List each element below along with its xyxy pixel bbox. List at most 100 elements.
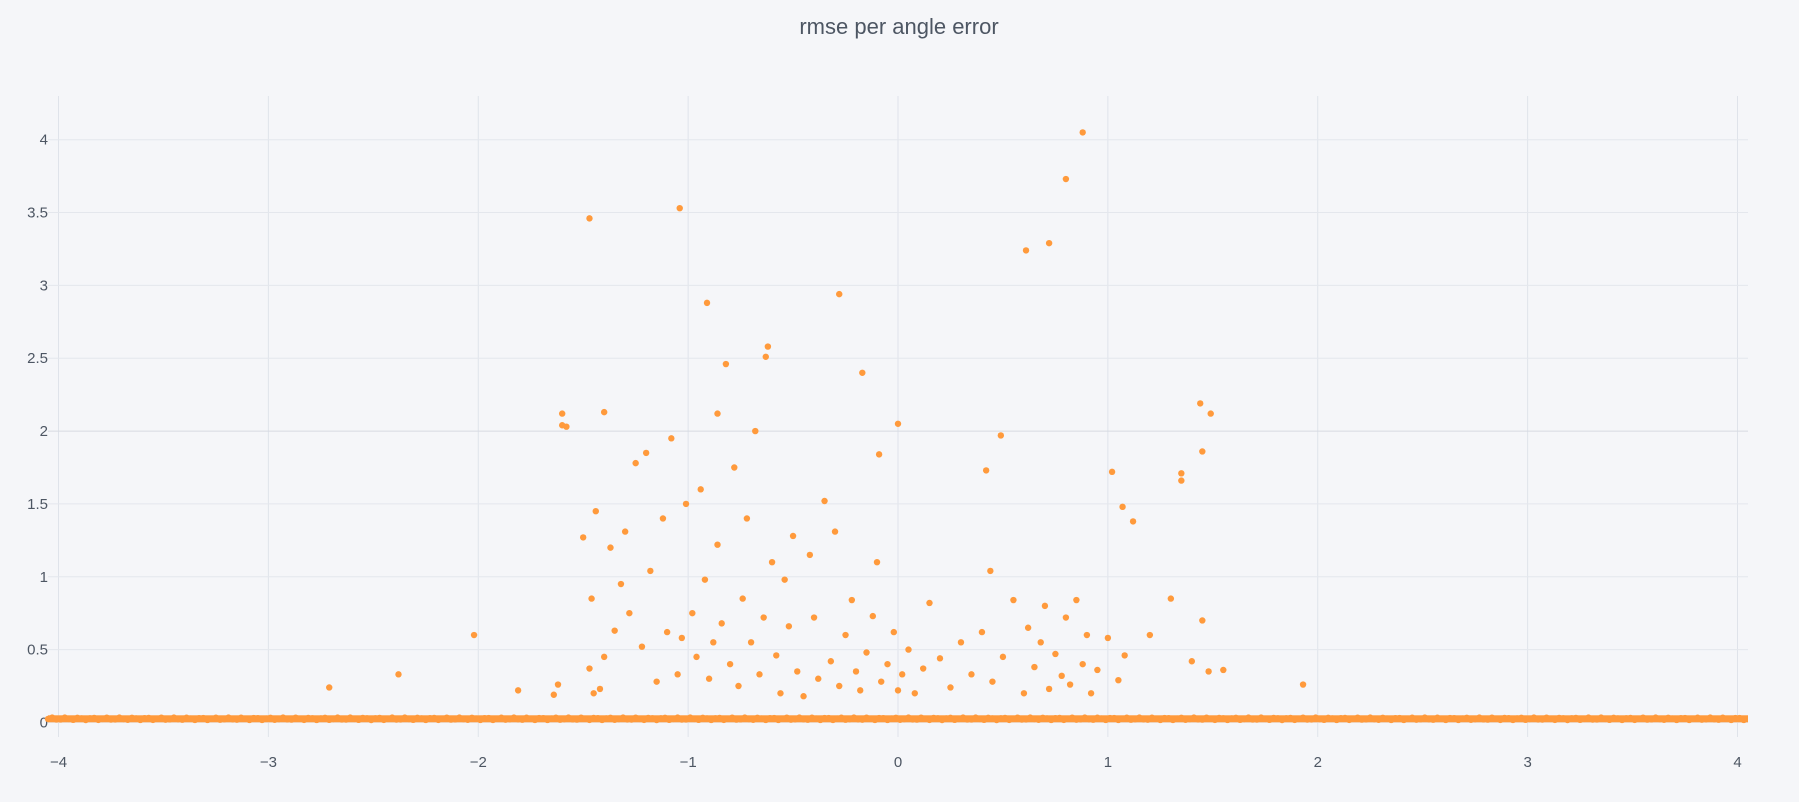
data-point: [596, 685, 604, 693]
data-point: [919, 665, 927, 672]
data-point: [756, 671, 763, 678]
data-point: [588, 595, 595, 602]
data-point: [800, 693, 807, 700]
data-point: [722, 360, 730, 368]
data-point: [1108, 468, 1116, 476]
data-point: [936, 655, 944, 662]
x-tick-label: −3: [260, 754, 277, 771]
data-point: [1087, 690, 1095, 697]
data-point: [586, 215, 593, 222]
data-point: [836, 290, 843, 298]
data-point: [1062, 175, 1070, 183]
data-point: [470, 631, 478, 639]
x-tick-label: −2: [470, 754, 487, 771]
chart-title: rmse per angle error: [799, 14, 998, 39]
data-point: [747, 639, 755, 646]
y-tick-label: 1.5: [27, 496, 48, 513]
data-point: [781, 576, 788, 583]
data-point: [1041, 602, 1049, 610]
data-point: [764, 343, 772, 350]
x-tick-label: 1: [1104, 754, 1112, 771]
data-point: [1066, 681, 1074, 688]
y-tick-label: 2.5: [27, 350, 48, 367]
data-point: [1024, 624, 1032, 631]
y-tick-label: 3.5: [27, 205, 48, 222]
data-point: [1167, 595, 1175, 602]
data-point: [821, 497, 828, 505]
data-point: [1022, 247, 1030, 254]
data-point: [810, 614, 818, 621]
y-tick-label: 4: [40, 132, 48, 149]
data-point: [1146, 631, 1154, 639]
data-point: [1188, 658, 1196, 665]
data-point: [898, 671, 906, 678]
data-point: [1031, 663, 1038, 671]
data-point: [926, 599, 933, 607]
data-point: [762, 353, 769, 360]
data-point: [1045, 685, 1053, 693]
data-point: [689, 609, 696, 617]
y-tick-label: 1: [40, 569, 48, 586]
data-point: [773, 652, 780, 659]
data-point: [592, 507, 599, 515]
data-point: [894, 420, 902, 427]
data-point: [1115, 676, 1122, 684]
data-point: [693, 653, 700, 661]
data-point: [978, 628, 986, 636]
data-point: [735, 682, 742, 690]
data-point: [600, 408, 608, 416]
data-point: [859, 369, 866, 376]
data-point: [638, 643, 646, 650]
data-point: [863, 649, 870, 656]
data-point: [878, 678, 885, 685]
data-point: [642, 449, 650, 457]
data-point: [1199, 448, 1206, 455]
data-point: [794, 668, 801, 675]
data-point: [982, 467, 990, 474]
data-point: [558, 422, 566, 429]
data-point: [678, 634, 686, 642]
data-point: [621, 528, 629, 535]
y-tick-label: 3: [40, 277, 48, 294]
data-point: [1079, 660, 1086, 668]
data-point: [875, 451, 883, 458]
data-point: [911, 690, 918, 697]
data-point: [1178, 470, 1185, 477]
data-point: [514, 687, 522, 694]
data-point: [957, 639, 965, 646]
data-point: [590, 690, 597, 697]
data-point: [714, 410, 721, 417]
data-point: [905, 646, 912, 653]
data-point: [1220, 666, 1227, 674]
data-point: [827, 658, 835, 665]
data-point: [1052, 650, 1059, 658]
data-point: [997, 432, 1005, 439]
data-point: [659, 515, 667, 522]
data-point: [1199, 617, 1206, 624]
data-point: [554, 681, 562, 688]
data-point: [1299, 681, 1307, 688]
data-point: [987, 567, 994, 575]
data-point: [743, 515, 751, 522]
y-tick-label: 2: [40, 423, 48, 440]
data-point: [831, 528, 839, 535]
data-point: [1079, 129, 1086, 136]
data-point: [682, 500, 690, 508]
data-point: [607, 544, 614, 551]
data-point: [632, 459, 639, 467]
data-point: [890, 628, 898, 636]
data-point: [647, 567, 654, 575]
data-point: [1010, 596, 1017, 604]
data-point: [1045, 239, 1053, 247]
x-tick-label: 2: [1314, 754, 1322, 771]
data-point: [789, 532, 797, 540]
data-point: [1037, 639, 1044, 646]
data-point: [869, 612, 877, 620]
data-point: [1119, 503, 1126, 511]
data-point: [760, 614, 767, 621]
data-point: [663, 628, 671, 636]
data-point: [579, 534, 587, 541]
data-point: [731, 464, 738, 471]
data-point: [697, 486, 704, 493]
data-point: [894, 687, 902, 694]
